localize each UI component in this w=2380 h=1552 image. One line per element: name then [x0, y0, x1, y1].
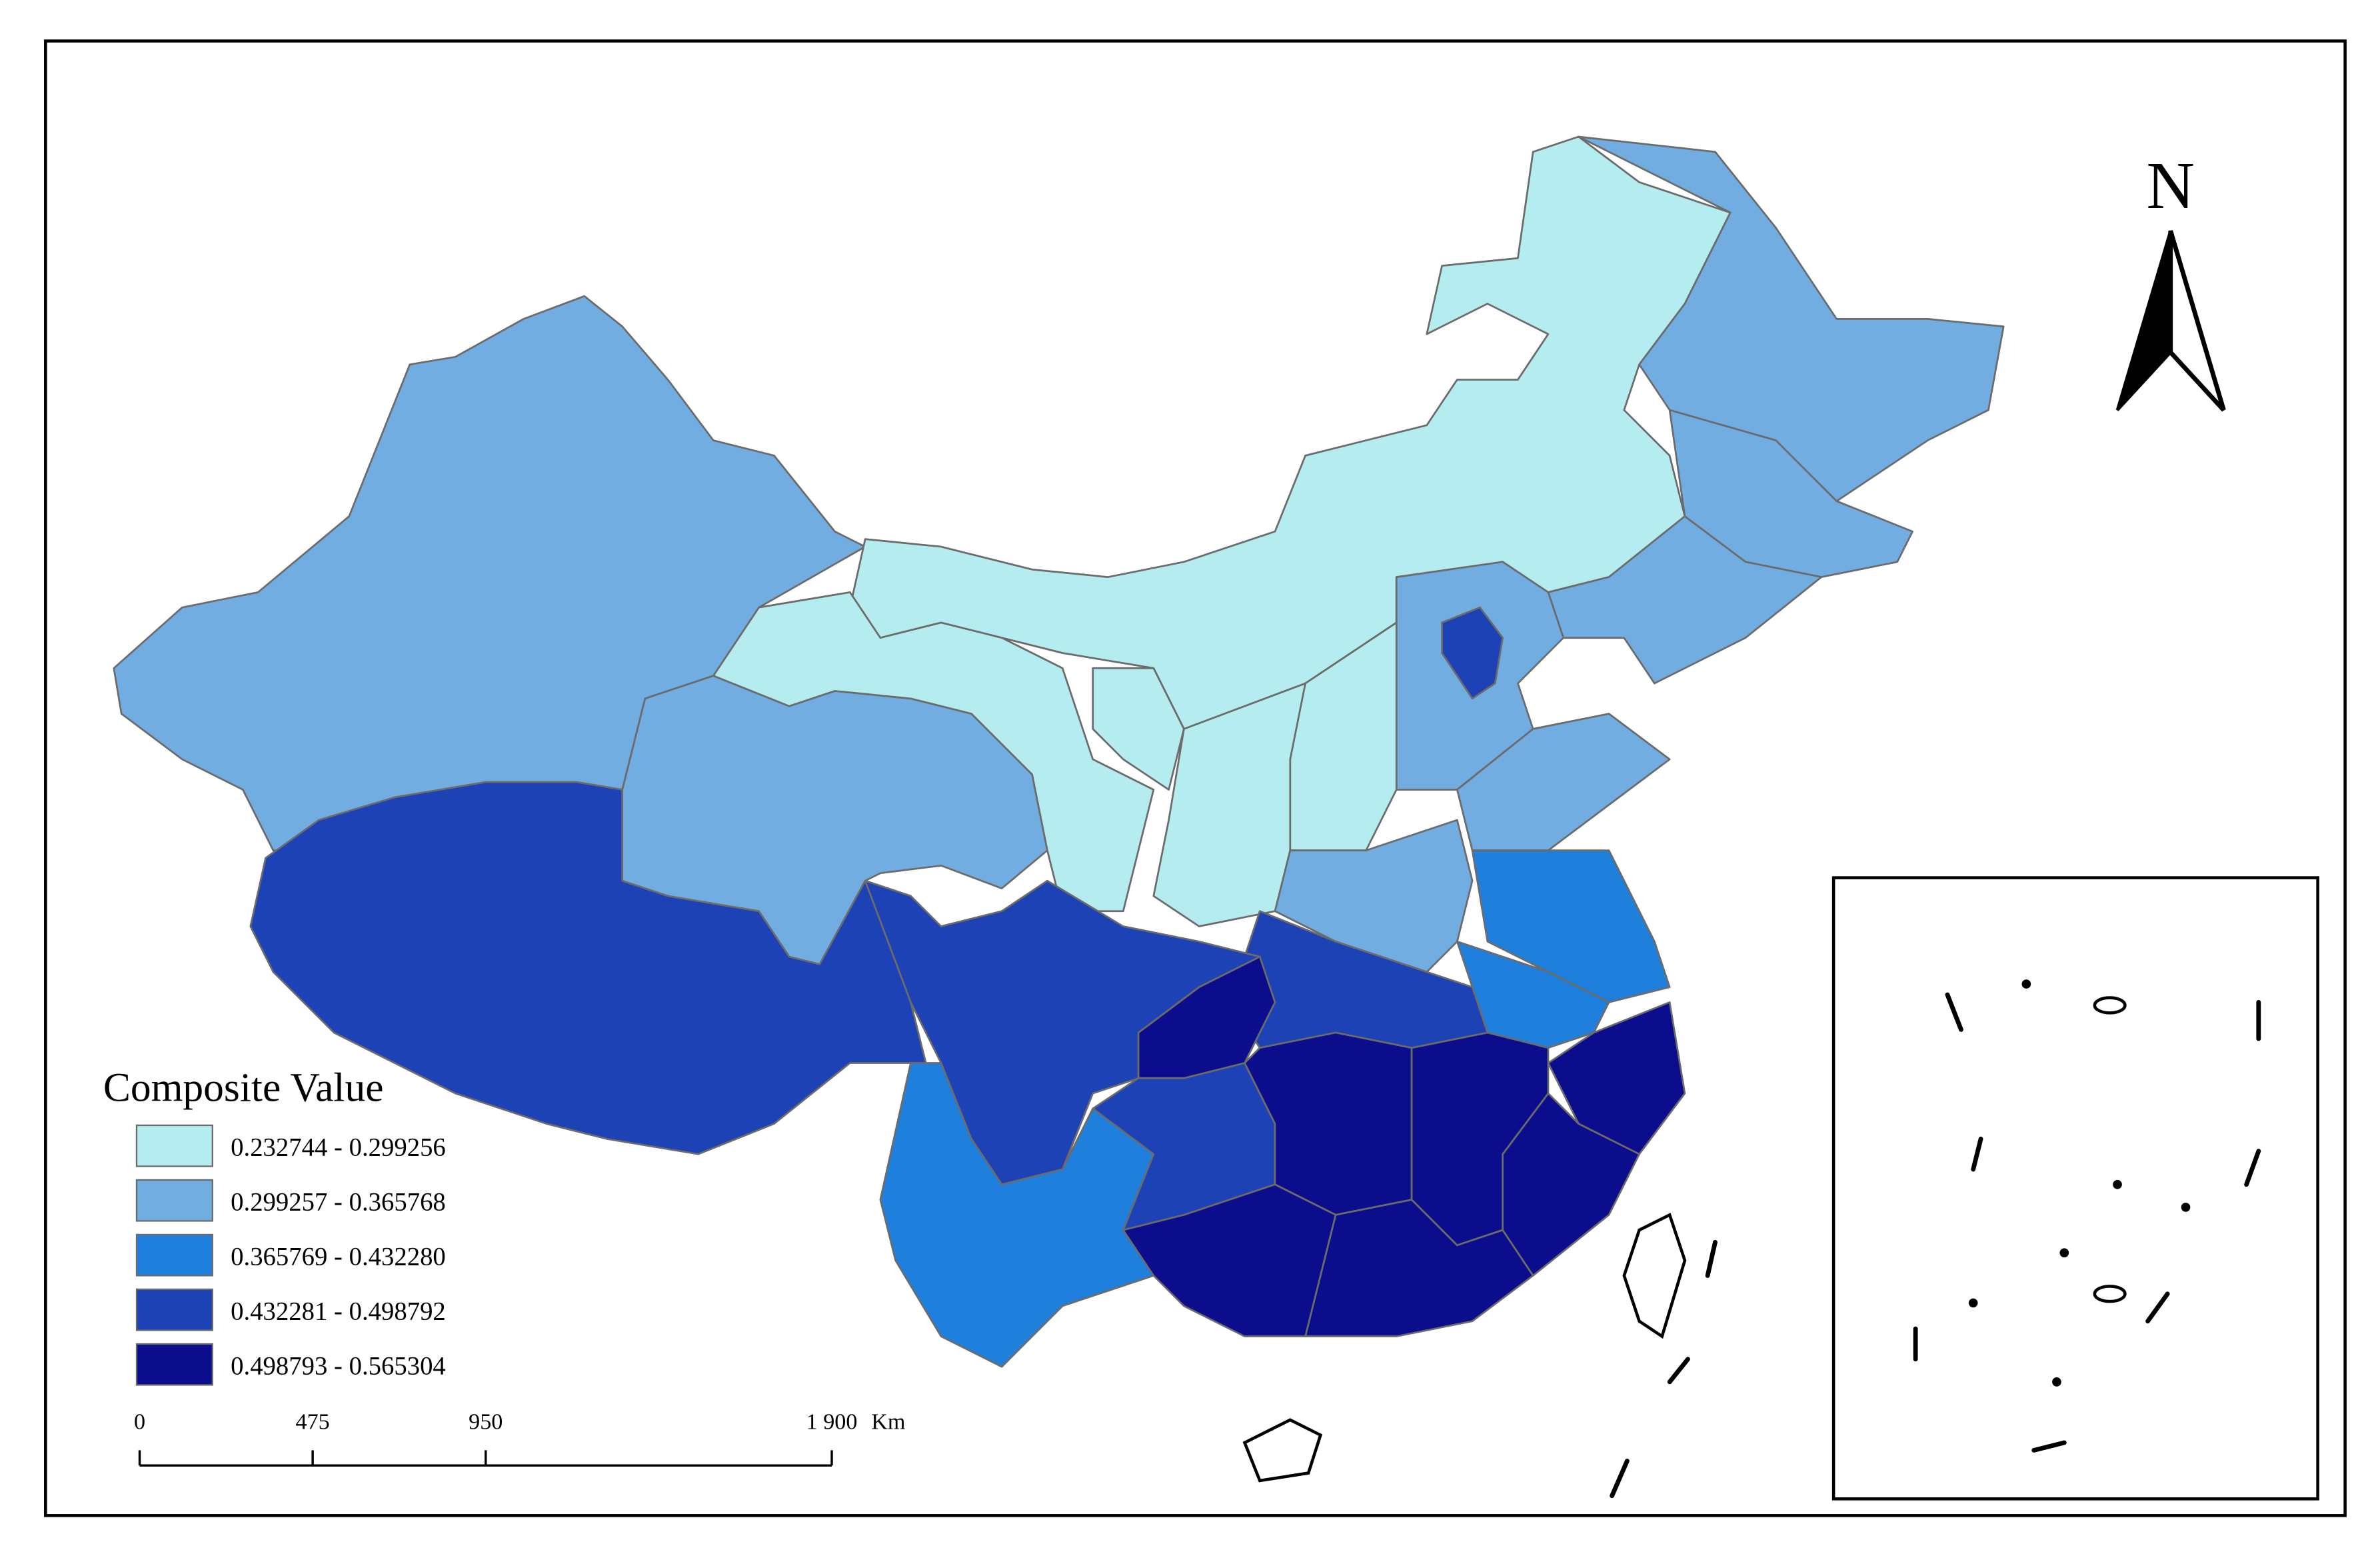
legend-label: 0.432281 - 0.498792 — [231, 1297, 446, 1325]
inset-mark — [2181, 1203, 2191, 1212]
inset-mark — [1968, 1298, 1978, 1308]
inset-mark — [2031, 1440, 2067, 1453]
province — [1578, 135, 2005, 503]
provinces — [113, 135, 2005, 1368]
legend-swatch — [135, 1288, 213, 1331]
legend-label: 0.232744 - 0.299256 — [231, 1133, 446, 1161]
island-mark — [1705, 1239, 1718, 1278]
inset-mark — [2113, 1179, 2122, 1189]
scale-unit: Km — [871, 1409, 906, 1434]
inset-islands — [1913, 979, 2261, 1453]
inset-mark — [2145, 1291, 2170, 1324]
province — [1441, 606, 1504, 700]
province — [1092, 667, 1185, 791]
island-outline — [1622, 1213, 1687, 1339]
inset-mark — [2021, 979, 2031, 989]
legend-label: 0.299257 - 0.365768 — [231, 1187, 446, 1216]
north-arrow: N — [2115, 149, 2226, 412]
island-mark — [1610, 1458, 1630, 1499]
inset-mark — [2059, 1248, 2069, 1258]
scale-bar: 0 475 950 1 900 Km — [134, 1409, 906, 1467]
legend: 0.232744 - 0.299256 0.299257 - 0.365768 0.… — [135, 1124, 446, 1386]
island-mark — [1667, 1357, 1690, 1385]
island-outline — [1242, 1418, 1323, 1483]
north-label: N — [2147, 149, 2195, 223]
province — [712, 591, 1155, 913]
legend-swatch — [135, 1233, 213, 1277]
legend-swatch — [135, 1179, 213, 1222]
legend-label: 0.498793 - 0.565304 — [231, 1351, 446, 1380]
scale-label: 475 — [296, 1409, 330, 1434]
scale-label: 950 — [469, 1409, 503, 1434]
legend-swatch — [135, 1124, 213, 1167]
arrow-right — [2168, 230, 2226, 412]
inset-frame — [1831, 876, 2319, 1501]
legend-label: 0.365769 - 0.432280 — [231, 1242, 446, 1271]
inset-mark — [2052, 1377, 2061, 1387]
inset-mark — [2093, 996, 2127, 1015]
province — [1471, 849, 1671, 1003]
inset-mark — [2244, 1149, 2261, 1187]
inset-mark — [2093, 1285, 2127, 1303]
scale-label: 0 — [134, 1409, 145, 1434]
legend-swatch — [135, 1343, 213, 1386]
legend-title: Composite Value — [103, 1065, 384, 1110]
province — [1304, 1199, 1534, 1337]
inset-mark — [1945, 992, 1963, 1032]
inset-mark — [1971, 1136, 1983, 1172]
scale-label: 1 900 — [806, 1409, 858, 1434]
